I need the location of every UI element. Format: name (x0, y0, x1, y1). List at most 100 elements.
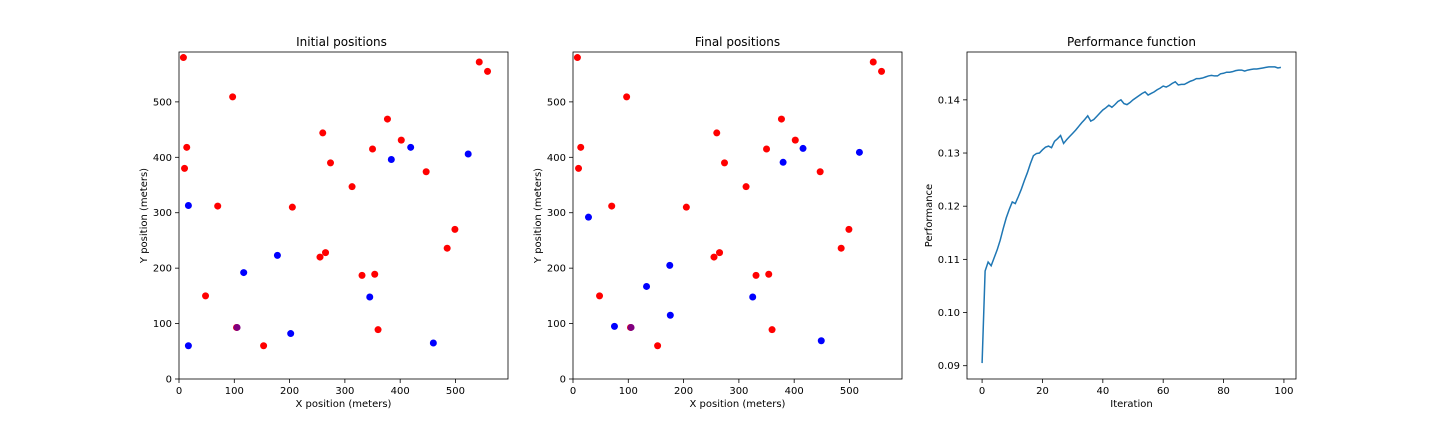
red-point (654, 342, 662, 350)
chart-title: Performance function (1067, 35, 1196, 49)
red-point (596, 292, 604, 300)
y-tick-label: 500 (153, 97, 172, 108)
plot-frame (966, 51, 1297, 380)
red-point (179, 54, 187, 62)
x-tick-label: 40 (1096, 386, 1109, 397)
blue-point (610, 322, 618, 330)
blue-point (387, 156, 395, 164)
x-tick-label: 500 (840, 386, 859, 397)
performance-line (981, 66, 1282, 364)
x-tick-label: 60 (1157, 386, 1170, 397)
red-point (181, 164, 189, 172)
red-point (608, 202, 616, 210)
blue-point (429, 339, 437, 347)
plot-frame (178, 51, 509, 380)
blue-point (184, 342, 192, 350)
red-point (229, 93, 237, 101)
x-tick-label: 0 (979, 386, 985, 397)
blue-point (779, 158, 787, 166)
blue-point (407, 143, 415, 151)
red-point (451, 225, 459, 233)
blue-point (366, 293, 374, 301)
red-point (716, 249, 724, 257)
red-point (369, 145, 377, 153)
red-point (358, 271, 366, 279)
purple-point (627, 323, 635, 331)
red-point (752, 271, 760, 279)
red-point (878, 67, 886, 75)
red-point (869, 58, 877, 66)
purple-point (233, 323, 241, 331)
y-axis-label: Performance (924, 184, 935, 247)
blue-point (184, 202, 192, 210)
red-point (422, 168, 430, 176)
y-axis-label: Y position (meters) (139, 168, 150, 264)
y-axis-label: Y position (meters) (533, 168, 544, 264)
red-point (721, 159, 729, 167)
final-positions-chart: Final positions X position (meters) Y po… (533, 35, 903, 410)
x-tick-label: 200 (280, 386, 299, 397)
x-axis-label: Iteration (1110, 399, 1152, 410)
blue-point (643, 282, 651, 290)
y-tick-label: 0.13 (938, 149, 960, 160)
red-point (383, 115, 391, 123)
blue-point (749, 293, 757, 301)
performance-function-chart: Performance function Iteration Performan… (924, 35, 1297, 410)
red-point (573, 54, 581, 62)
red-point (322, 249, 330, 257)
red-point (371, 270, 379, 278)
red-point (348, 183, 356, 191)
y-tick-label: 0.11 (938, 255, 960, 266)
x-tick-label: 0 (570, 386, 576, 397)
red-point (397, 136, 405, 144)
red-point (575, 164, 583, 172)
blue-point (855, 148, 863, 156)
y-tick-label: 0.14 (938, 95, 960, 106)
red-point (710, 253, 718, 261)
y-tick-label: 400 (547, 153, 566, 164)
y-tick-label: 0.10 (938, 308, 960, 319)
blue-point (240, 269, 248, 277)
plot-frame (572, 51, 903, 380)
y-tick-label: 0.09 (938, 361, 960, 372)
y-tick-label: 500 (547, 97, 566, 108)
y-tick-label: 0 (166, 375, 172, 386)
red-point (816, 168, 824, 176)
red-point (183, 143, 191, 151)
y-tick-label: 100 (153, 319, 172, 330)
x-tick-label: 400 (391, 386, 410, 397)
red-point (623, 93, 631, 101)
red-point (319, 129, 327, 137)
y-tick-label: 400 (153, 153, 172, 164)
red-point (791, 136, 799, 144)
y-tick-label: 200 (547, 264, 566, 275)
red-point (837, 244, 845, 252)
red-point (763, 145, 771, 153)
x-tick-label: 300 (729, 386, 748, 397)
chart-title: Initial positions (296, 35, 387, 49)
red-point (765, 270, 773, 278)
x-axis-label: X position (meters) (690, 399, 786, 410)
red-point (260, 342, 268, 350)
x-tick-label: 80 (1217, 386, 1230, 397)
blue-point (584, 213, 592, 221)
red-point (845, 225, 853, 233)
blue-point (799, 144, 807, 152)
x-tick-label: 0 (176, 386, 182, 397)
red-point (713, 129, 721, 137)
red-point (682, 203, 690, 211)
x-tick-label: 400 (785, 386, 804, 397)
blue-point (464, 150, 472, 158)
y-tick-label: 300 (547, 208, 566, 219)
blue-point (287, 330, 295, 338)
red-point (202, 292, 210, 300)
blue-point (273, 251, 281, 259)
blue-point (666, 311, 674, 319)
x-axis-label: X position (meters) (296, 399, 392, 410)
red-point (316, 253, 324, 261)
x-tick-label: 500 (446, 386, 465, 397)
x-tick-label: 20 (1036, 386, 1049, 397)
red-point (484, 67, 492, 75)
red-point (742, 183, 750, 191)
